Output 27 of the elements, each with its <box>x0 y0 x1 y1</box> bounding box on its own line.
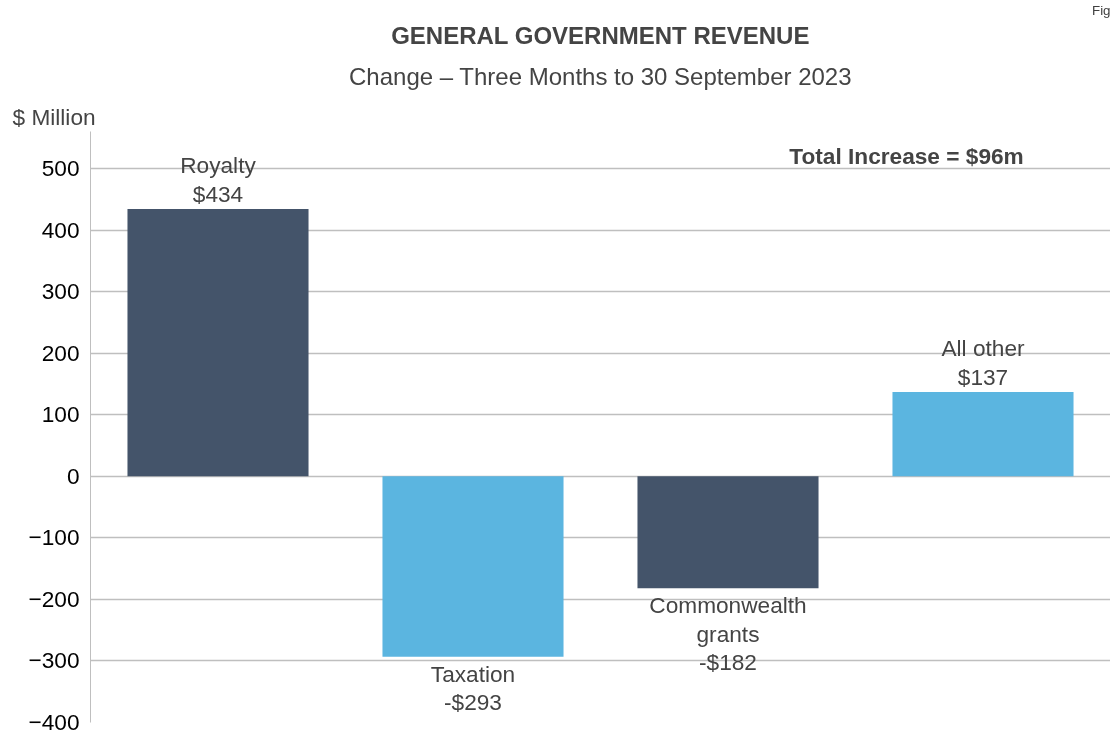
text: Fig <box>1091 2 1111 18</box>
data-label: -$182 <box>699 649 757 676</box>
y-axis-title: $ Million <box>12 103 96 130</box>
x-tick-label: Commonwealth grants <box>649 592 807 647</box>
y-tick-label: −300 <box>28 647 80 674</box>
data-label: -$293 <box>444 689 502 716</box>
bar <box>892 391 1074 477</box>
x-tick-label: Royalty <box>180 152 257 179</box>
chart-subtitle: Change – Three Months to 30 September 2023 <box>349 62 852 90</box>
y-tick-label: −100 <box>28 524 80 551</box>
x-tick-label: All other <box>941 335 1026 362</box>
y-tick-label: 500 <box>41 154 80 181</box>
y-tick-label: 100 <box>41 401 80 428</box>
bar <box>382 476 564 657</box>
y-tick-label: 0 <box>66 462 80 489</box>
chart-title: GENERAL GOVERNMENT REVENUE <box>391 21 810 49</box>
bar <box>127 209 309 477</box>
annotation: Total Increase = $96m <box>789 143 1024 170</box>
x-tick-label: Taxation <box>430 660 516 687</box>
y-tick-label: 300 <box>41 278 80 305</box>
bar <box>637 476 819 589</box>
data-label: $434 <box>192 181 244 208</box>
y-tick-label: −400 <box>28 709 80 735</box>
y-tick-label: 200 <box>41 339 80 366</box>
y-tick-label: 400 <box>41 216 80 243</box>
data-label: $137 <box>957 363 1009 390</box>
y-tick-label: −200 <box>28 585 80 612</box>
